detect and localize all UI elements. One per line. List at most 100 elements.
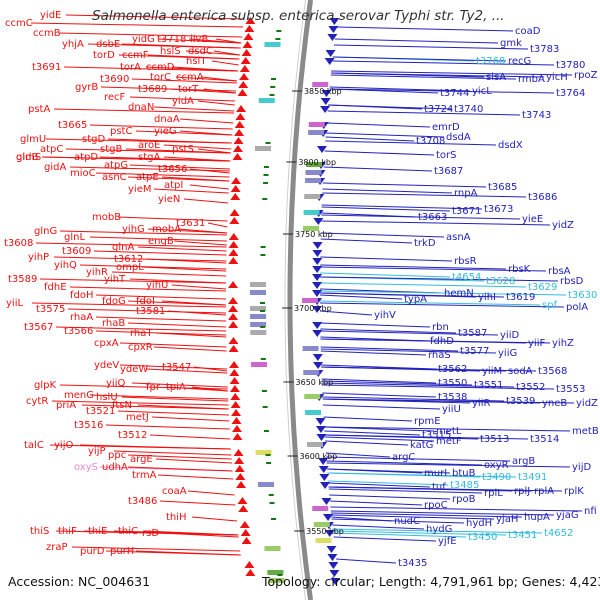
leader-line: [324, 436, 435, 442]
gene-label: t3551: [474, 380, 503, 391]
reverse-gene-arrow: [312, 290, 323, 297]
leader-line: [334, 44, 529, 50]
cog-category-block: [312, 506, 329, 511]
forward-gene-arrow: [245, 569, 256, 576]
leader-line: [89, 394, 229, 400]
gene-label: coaA: [162, 486, 187, 497]
gene-label: ppc: [108, 450, 126, 461]
leader-line: [319, 294, 403, 300]
reverse-gene-arrow: [326, 546, 337, 553]
gene-label: rnpA: [454, 188, 478, 199]
reverse-gene-arrow: [312, 250, 323, 257]
gene-label: t3566: [64, 326, 93, 337]
forward-gene-arrow: [229, 385, 240, 392]
reverse-gene-arrow: [319, 474, 330, 481]
leader-line: [320, 338, 551, 344]
forward-gene-arrow: [239, 521, 250, 528]
gene-label: trkD: [414, 238, 436, 249]
leader-line: [125, 148, 232, 154]
reverse-gene-arrow: [321, 90, 332, 97]
gene-label: purH: [110, 546, 134, 557]
leader-line: [129, 164, 230, 170]
reverse-gene-arrow: [312, 322, 323, 329]
gc-tick: [260, 302, 266, 304]
gene-label: oxyR: [484, 460, 509, 471]
gene-label: t3450: [468, 532, 497, 543]
gene-leader-lines: [30, 14, 583, 564]
gene-label: t3691: [32, 62, 61, 73]
leader-line: [191, 386, 228, 392]
scale-label: 3850 kbp: [304, 87, 342, 96]
gene-label: talC: [24, 440, 44, 451]
gene-label: t3485: [450, 480, 479, 491]
forward-gene-arrow: [228, 241, 239, 248]
gene-label: rsD: [142, 528, 159, 539]
leader-line: [215, 38, 242, 44]
leader-line: [147, 54, 240, 60]
forward-gene-arrow: [242, 41, 253, 48]
gene-label: asnC: [102, 172, 127, 183]
forward-gene-arrow: [229, 361, 240, 368]
leader-line: [201, 76, 238, 82]
leader-line: [323, 416, 413, 422]
reverse-gene-arrow: [324, 530, 335, 537]
gene-label: stgD: [82, 134, 105, 145]
leader-line: [95, 316, 227, 322]
leader-line: [39, 278, 227, 284]
gene-label: yihG: [122, 224, 145, 235]
gene-label: pstS: [172, 144, 194, 155]
forward-gene-arrow: [240, 57, 251, 64]
gene-label: dnaN: [128, 102, 154, 113]
leader-line: [143, 530, 239, 536]
leader-line: [320, 264, 507, 270]
gene-label: purD: [80, 546, 105, 557]
reverse-gene-arrow: [329, 570, 340, 577]
leader-line: [332, 524, 425, 530]
gene-label: ompL: [116, 262, 144, 273]
gene-label: t3608: [4, 238, 33, 249]
reverse-gene-arrow: [320, 482, 331, 489]
leader-line: [141, 266, 227, 272]
gene-label: yieE: [522, 214, 543, 225]
gene-label: yiiF: [528, 338, 545, 349]
reverse-gene-arrow: [324, 58, 335, 65]
reverse-gene-arrow: [312, 258, 323, 265]
gene-label: t3539: [506, 396, 535, 407]
gene-label: asnA: [446, 232, 471, 243]
leader-line: [153, 106, 235, 112]
gene-label: ydeV: [94, 360, 119, 371]
gc-tick: [269, 502, 275, 504]
leader-line: [330, 74, 517, 80]
gene-label: yicH: [546, 72, 568, 83]
leader-line: [153, 346, 227, 352]
leader-line: [329, 86, 471, 92]
gene-label: cytR: [26, 396, 48, 407]
gc-tick: [260, 358, 266, 360]
leader-line: [319, 292, 505, 298]
leader-line: [53, 256, 227, 262]
leader-line: [155, 458, 232, 464]
leader-line: [321, 204, 483, 210]
forward-gene-arrow: [228, 233, 239, 240]
leader-line: [79, 444, 231, 450]
gene-label: t3538: [438, 392, 467, 403]
gene-label: oxyS: [74, 462, 98, 473]
gene-label: atpG: [104, 160, 128, 171]
gene-label: yijP: [88, 446, 106, 457]
gene-label: hupA: [524, 512, 550, 523]
leader-line: [331, 70, 573, 76]
forward-gene-arrow: [231, 417, 242, 424]
gene-label: t3589: [8, 274, 37, 285]
leader-line: [321, 380, 473, 386]
reverse-gene-arrow: [323, 514, 334, 521]
leader-line: [322, 192, 527, 198]
cog-category-block: [264, 42, 281, 47]
gene-label: t3724: [424, 104, 453, 115]
gene-label: t3609: [62, 246, 91, 257]
cog-category-block: [251, 362, 268, 367]
gene-label: yicL: [472, 86, 492, 97]
leader-line: [320, 346, 459, 352]
leader-line: [213, 50, 240, 56]
gene-label: ilvB: [190, 34, 208, 45]
gc-tick: [275, 38, 281, 40]
